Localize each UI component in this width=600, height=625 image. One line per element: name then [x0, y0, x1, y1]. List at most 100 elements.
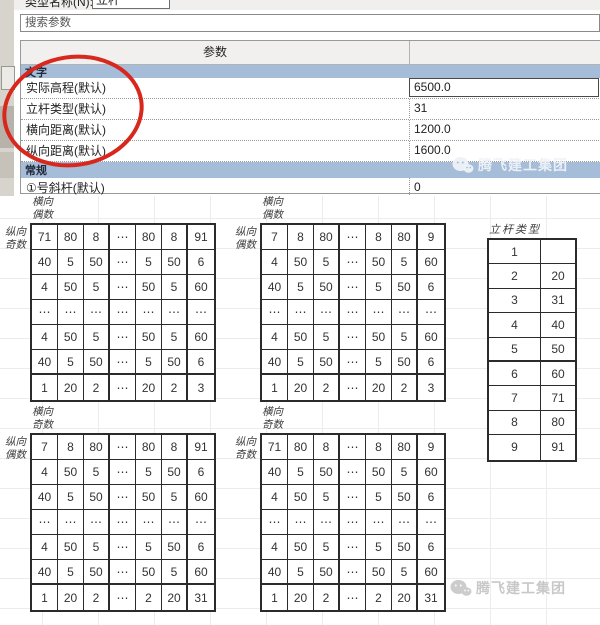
grid-cell[interactable]: 5 [84, 325, 110, 350]
grid-cell[interactable]: 5 [162, 275, 188, 300]
grid-cell[interactable]: 50 [136, 485, 162, 510]
grid-cell[interactable]: 80 [136, 225, 162, 250]
grid-cell[interactable]: 5 [314, 485, 340, 510]
grid-cell[interactable]: 4 [32, 325, 58, 350]
grid-cell[interactable]: 91 [188, 435, 214, 460]
grid-cell[interactable]: 1 [262, 375, 288, 400]
grid-cell[interactable]: ⋯ [110, 560, 136, 585]
grid-cell[interactable]: ⋯ [340, 350, 366, 375]
grid-cell[interactable]: 50 [392, 350, 418, 375]
grid-cell[interactable]: 20 [58, 375, 84, 400]
grid-cell[interactable]: 50 [314, 460, 340, 485]
grid-cell[interactable]: 6 [418, 485, 444, 510]
grid-cell[interactable]: 50 [314, 560, 340, 585]
grid-cell[interactable]: 5 [162, 485, 188, 510]
grid-cell[interactable]: ⋯ [58, 300, 84, 325]
grid-cell[interactable]: ⋯ [340, 250, 366, 275]
grid-cell[interactable]: ⋯ [162, 300, 188, 325]
grid-cell[interactable]: 80 [58, 225, 84, 250]
grid-cell[interactable]: ⋯ [366, 300, 392, 325]
grid-cell[interactable]: ⋯ [340, 560, 366, 585]
grid-cell[interactable]: 2 [314, 375, 340, 400]
grid-cell[interactable]: ⋯ [340, 300, 366, 325]
grid-cell[interactable]: 50 [84, 350, 110, 375]
grid-cell[interactable]: 50 [314, 275, 340, 300]
grid-cell[interactable]: 6 [188, 535, 214, 560]
grid-cell[interactable]: ⋯ [340, 485, 366, 510]
grid-cell[interactable]: 5 [136, 350, 162, 375]
grid-cell[interactable]: ⋯ [110, 225, 136, 250]
grid-cell[interactable]: 7 [262, 225, 288, 250]
grid-cell[interactable]: 50 [162, 350, 188, 375]
grid-cell[interactable]: ⋯ [110, 460, 136, 485]
pole-type-cell[interactable]: 7 [489, 386, 541, 411]
grid-cell[interactable]: 50 [392, 485, 418, 510]
pole-type-cell[interactable]: 3 [489, 288, 541, 314]
grid-cell[interactable]: ⋯ [340, 535, 366, 560]
grid-cell[interactable]: 5 [136, 460, 162, 485]
grid-cell[interactable]: 5 [366, 350, 392, 375]
grid-cell[interactable]: 50 [366, 560, 392, 585]
grid-cell[interactable]: 5 [84, 535, 110, 560]
grid-cell[interactable]: 50 [84, 560, 110, 585]
pole-type-cell[interactable]: 5 [489, 337, 541, 362]
grid-cell[interactable]: ⋯ [314, 300, 340, 325]
grid-cell[interactable]: ⋯ [188, 300, 214, 325]
grid-cell[interactable]: 50 [58, 460, 84, 485]
grid-cell[interactable]: ⋯ [110, 275, 136, 300]
grid-cell[interactable]: ⋯ [110, 435, 136, 460]
grid-cell[interactable]: 20 [392, 585, 418, 610]
grid-cell[interactable]: 1 [262, 585, 288, 610]
pole-type-cell[interactable]: 31 [541, 289, 575, 314]
grid-cell[interactable]: 5 [392, 560, 418, 585]
grid-cell[interactable]: 20 [136, 375, 162, 400]
pole-type-cell[interactable]: 40 [541, 313, 575, 338]
parameter-name-cell[interactable]: 横向距离(默认) [26, 123, 106, 137]
parameter-name-cell[interactable]: 实际高程(默认) [26, 81, 106, 95]
grid-cell[interactable]: ⋯ [392, 510, 418, 535]
grid-cell[interactable]: ⋯ [314, 510, 340, 535]
grid-cell[interactable]: 40 [32, 485, 58, 510]
grid-cell[interactable]: 2 [84, 375, 110, 400]
grid-cell[interactable]: 31 [424, 590, 438, 605]
grid-cell[interactable]: 5 [58, 350, 84, 375]
parameter-name-cell[interactable]: 立杆类型(默认) [26, 102, 106, 116]
pole-type-cell[interactable]: 91 [551, 440, 565, 455]
grid-cell[interactable]: 71 [262, 435, 288, 460]
parameter-value-cell[interactable]: 1600.0 [409, 141, 600, 160]
grid-cell[interactable]: 3 [197, 380, 205, 395]
grid-cell[interactable]: 20 [288, 375, 314, 400]
parameter-value-cell[interactable]: 31 [409, 99, 600, 118]
grid-cell[interactable]: 60 [418, 560, 444, 585]
grid-cell[interactable]: 4 [32, 275, 58, 300]
grid-cell[interactable]: 8 [314, 435, 340, 460]
grid-cell[interactable]: 2 [366, 585, 392, 610]
pole-type-cell[interactable]: 71 [541, 386, 575, 411]
grid-cell[interactable]: ⋯ [418, 510, 444, 535]
pole-type-cell[interactable]: 60 [541, 362, 575, 387]
grid-cell[interactable]: 4 [32, 535, 58, 560]
grid-cell[interactable]: 5 [58, 560, 84, 585]
grid-cell[interactable]: 8 [84, 225, 110, 250]
grid-cell[interactable]: 5 [84, 275, 110, 300]
grid-cell[interactable]: 60 [418, 460, 444, 485]
grid-cell[interactable]: 80 [136, 435, 162, 460]
grid-cell[interactable]: ⋯ [162, 510, 188, 535]
grid-cell[interactable]: ⋯ [418, 300, 444, 325]
grid-cell[interactable]: 5 [392, 250, 418, 275]
grid-cell[interactable]: 2 [136, 585, 162, 610]
grid-cell[interactable]: 5 [288, 275, 314, 300]
grid-cell[interactable]: 50 [288, 250, 314, 275]
grid-cell[interactable]: 5 [314, 250, 340, 275]
grid-cell[interactable]: 2 [392, 375, 418, 400]
grid-cell[interactable]: 1 [32, 375, 58, 400]
grid-cell[interactable]: ⋯ [84, 510, 110, 535]
grid-cell[interactable]: 40 [32, 350, 58, 375]
grid-cell[interactable]: 5 [366, 275, 392, 300]
grid-cell[interactable]: 50 [84, 250, 110, 275]
grid-cell[interactable]: ⋯ [110, 585, 136, 610]
grid-cell[interactable]: 20 [288, 585, 314, 610]
grid-cell[interactable]: 50 [288, 325, 314, 350]
grid-cell[interactable]: 60 [418, 325, 444, 350]
grid-cell[interactable]: 8 [366, 435, 392, 460]
